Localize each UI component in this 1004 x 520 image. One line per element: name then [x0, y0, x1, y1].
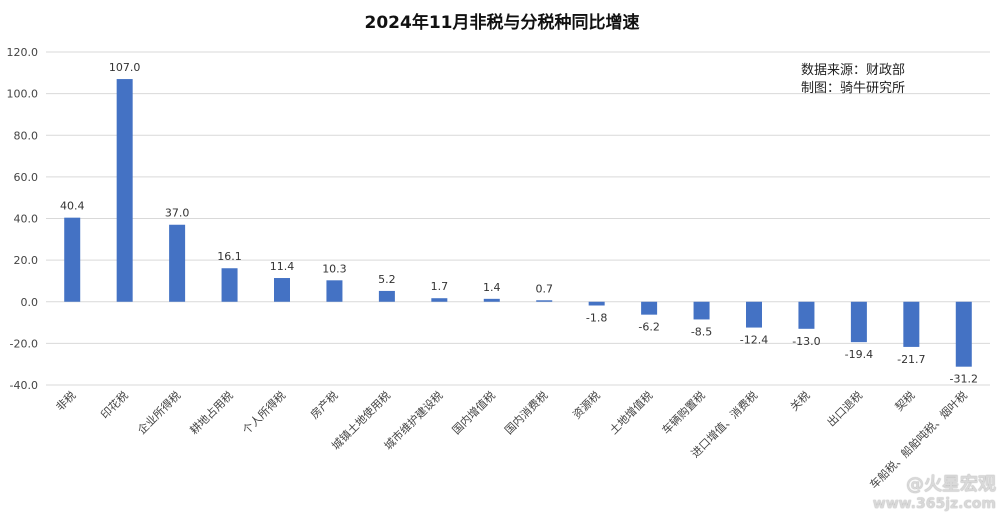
data-label: -19.4: [845, 348, 873, 361]
bar: [850, 301, 867, 343]
chart-title: 2024年11月非税与分税种同比增速: [365, 12, 640, 33]
bar: [536, 300, 553, 302]
category-label: 个人所得税: [239, 388, 288, 437]
data-label: 40.4: [60, 200, 85, 213]
data-label: 107.0: [109, 61, 141, 74]
category-label: 关税: [787, 388, 812, 413]
category-label: 车辆购置税: [659, 388, 708, 437]
bar: [274, 278, 290, 302]
watermark: @火星宏观 www.365jz.com: [873, 470, 996, 512]
bar: [116, 79, 133, 302]
source-line: 数据来源：财政部: [801, 63, 906, 78]
y-tick-label: 0.0: [21, 296, 39, 309]
y-tick-label: 40.0: [14, 213, 39, 226]
data-label: -1.8: [586, 311, 607, 324]
category-label: 资源税: [570, 388, 603, 421]
bar: [903, 301, 920, 347]
data-label: 5.2: [378, 273, 396, 286]
data-label: -12.4: [740, 334, 768, 347]
category-label: 国内消费税: [502, 388, 551, 437]
author-line: 制图：骑牛研究所: [801, 81, 906, 96]
watermark-handle: @火星宏观: [906, 474, 996, 495]
data-label: 1.7: [431, 280, 449, 293]
data-label: -6.2: [638, 321, 659, 334]
data-label: 1.4: [483, 281, 501, 294]
bar: [326, 280, 343, 302]
y-tick-label: -40.0: [10, 379, 38, 392]
bar: [483, 298, 500, 302]
data-label: 11.4: [270, 260, 295, 273]
y-tick-label: 100.0: [7, 88, 39, 101]
source-note: 数据来源：财政部 制图：骑牛研究所: [801, 62, 905, 98]
bar: [588, 301, 605, 306]
bar: [169, 224, 186, 302]
y-tick-label: 20.0: [14, 254, 39, 267]
category-label: 契税: [892, 388, 917, 413]
category-label: 国内增值税: [449, 388, 498, 437]
bar: [221, 268, 238, 302]
category-label: 企业所得税: [134, 388, 183, 437]
category-label: 土地增值税: [606, 388, 655, 437]
category-label: 出口退税: [824, 388, 865, 429]
data-label: 0.7: [535, 282, 553, 295]
data-label: 37.0: [165, 207, 190, 220]
data-label: -31.2: [950, 373, 978, 386]
data-label: 16.1: [217, 250, 242, 263]
y-tick-label: 60.0: [14, 171, 39, 184]
bar: [64, 217, 81, 302]
bar: [378, 290, 395, 302]
data-label: -13.0: [792, 335, 820, 348]
category-label: 耕地占用税: [187, 388, 236, 437]
data-label: -8.5: [691, 325, 712, 338]
bar: [746, 301, 762, 328]
data-label: -21.7: [897, 353, 925, 366]
y-tick-label: 120.0: [7, 46, 39, 59]
category-label: 非税: [53, 388, 78, 413]
category-label: 印花税: [98, 388, 131, 421]
bar: [431, 298, 448, 302]
data-label: 10.3: [322, 262, 347, 275]
bar: [693, 301, 710, 320]
bar: [641, 301, 658, 315]
bar: [798, 301, 815, 329]
y-tick-label: -20.0: [10, 337, 38, 350]
category-label: 房产税: [307, 388, 340, 421]
y-tick-label: 80.0: [14, 129, 39, 142]
watermark-url: www.365jz.com: [872, 496, 996, 512]
bar: [955, 301, 972, 367]
